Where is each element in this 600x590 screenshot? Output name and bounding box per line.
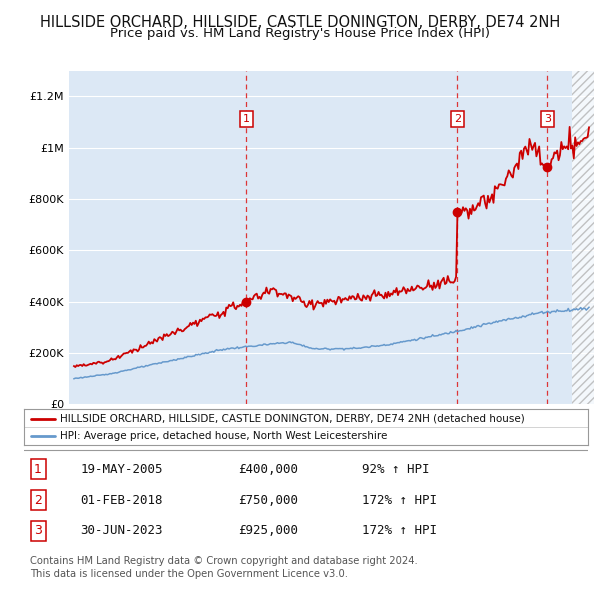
Text: 01-FEB-2018: 01-FEB-2018: [80, 493, 163, 507]
Text: 1: 1: [243, 114, 250, 124]
Text: 19-MAY-2005: 19-MAY-2005: [80, 463, 163, 476]
Text: 3: 3: [34, 525, 42, 537]
Text: HILLSIDE ORCHARD, HILLSIDE, CASTLE DONINGTON, DERBY, DE74 2NH: HILLSIDE ORCHARD, HILLSIDE, CASTLE DONIN…: [40, 15, 560, 30]
Bar: [572, 71, 594, 404]
Text: 1: 1: [34, 463, 42, 476]
Text: 30-JUN-2023: 30-JUN-2023: [80, 525, 163, 537]
Text: Price paid vs. HM Land Registry's House Price Index (HPI): Price paid vs. HM Land Registry's House …: [110, 27, 490, 40]
Text: Contains HM Land Registry data © Crown copyright and database right 2024.: Contains HM Land Registry data © Crown c…: [30, 556, 418, 566]
Text: £925,000: £925,000: [238, 525, 298, 537]
Text: 92% ↑ HPI: 92% ↑ HPI: [362, 463, 430, 476]
Text: 172% ↑ HPI: 172% ↑ HPI: [362, 525, 437, 537]
Text: 2: 2: [454, 114, 461, 124]
Text: 172% ↑ HPI: 172% ↑ HPI: [362, 493, 437, 507]
Text: £400,000: £400,000: [238, 463, 298, 476]
Text: £750,000: £750,000: [238, 493, 298, 507]
Text: HPI: Average price, detached house, North West Leicestershire: HPI: Average price, detached house, Nort…: [59, 431, 387, 441]
Text: 2: 2: [34, 493, 42, 507]
Text: HILLSIDE ORCHARD, HILLSIDE, CASTLE DONINGTON, DERBY, DE74 2NH (detached house): HILLSIDE ORCHARD, HILLSIDE, CASTLE DONIN…: [59, 414, 524, 424]
Text: This data is licensed under the Open Government Licence v3.0.: This data is licensed under the Open Gov…: [30, 569, 348, 579]
Text: 3: 3: [544, 114, 551, 124]
